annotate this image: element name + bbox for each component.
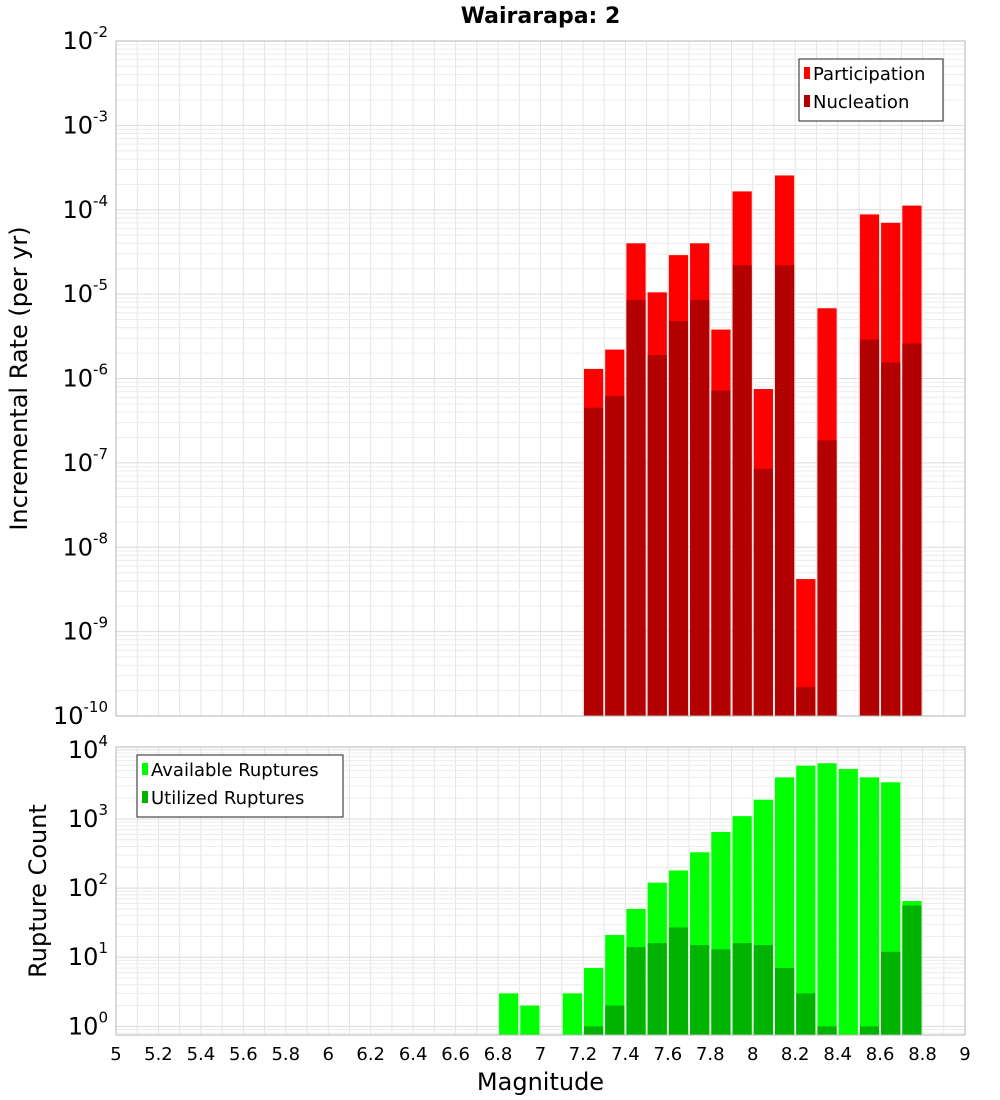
y-tick-label: 104 — [68, 732, 108, 764]
bar-nucleation — [690, 300, 710, 716]
x-tick-label: 5.2 — [144, 1044, 173, 1065]
x-tick-label: 6.2 — [356, 1044, 385, 1065]
legend-box — [136, 754, 344, 818]
x-tick-label: 6.4 — [399, 1044, 428, 1065]
bar-nucleation — [583, 407, 604, 716]
x-axis-label: Magnitude — [477, 1068, 604, 1096]
bar-available-ruptures — [859, 777, 880, 1035]
legend-swatch — [804, 67, 810, 79]
x-tick-label: 9 — [959, 1044, 970, 1065]
x-tick-label: 7 — [535, 1044, 546, 1065]
bar-nucleation — [605, 396, 625, 716]
x-tick-label: 8.2 — [781, 1044, 810, 1065]
bar-utilized-ruptures — [626, 947, 646, 1035]
bar-utilized-ruptures — [647, 943, 667, 1035]
bar-nucleation — [668, 321, 689, 716]
y-tick-label: 103 — [68, 801, 108, 833]
x-tick-label: 7.4 — [611, 1044, 640, 1065]
x-tick-label: 8.8 — [908, 1044, 937, 1065]
legend-swatch — [142, 791, 148, 803]
bar-nucleation — [711, 390, 731, 716]
plot-frame — [115, 746, 966, 1036]
bar-participation — [796, 579, 816, 716]
plot-frame — [115, 40, 966, 717]
x-tick-label: 5.8 — [271, 1044, 300, 1065]
x-tick-label: 8.6 — [866, 1044, 895, 1065]
bar-utilized-ruptures — [583, 1026, 604, 1035]
y-tick-label: 10-5 — [62, 276, 108, 308]
y-tick-label: 101 — [68, 939, 108, 971]
bar-nucleation — [796, 687, 816, 716]
y-tick-label: 10-4 — [62, 192, 108, 224]
bar-available-ruptures — [562, 993, 582, 1035]
y-tick-label: 10-9 — [62, 614, 108, 646]
bar-available-ruptures — [520, 1005, 540, 1035]
y-axis-label: Incremental Rate (per yr) — [5, 226, 33, 530]
x-tick-label: 6.6 — [441, 1044, 470, 1065]
y-tick-label: 10-2 — [62, 23, 108, 55]
bar-nucleation — [732, 265, 752, 716]
y-tick-label: 102 — [68, 870, 108, 902]
bar-available-ruptures — [583, 967, 604, 1035]
x-tick-label: 8.4 — [823, 1044, 852, 1065]
y-tick-label: 100 — [68, 1008, 108, 1040]
y-axis-label: Rupture Count — [24, 804, 52, 978]
bar-available-ruptures — [796, 765, 816, 1035]
bar-utilized-ruptures — [668, 927, 689, 1035]
bar-nucleation — [774, 265, 795, 716]
x-tick-label: 5.6 — [229, 1044, 258, 1065]
bar-utilized-ruptures — [902, 905, 922, 1035]
bar-available-ruptures — [817, 763, 837, 1035]
bar-nucleation — [626, 300, 646, 716]
bar-available-ruptures — [838, 768, 858, 1035]
x-tick-label: 6 — [323, 1044, 334, 1065]
bar-utilized-ruptures — [774, 967, 795, 1035]
bar-available-ruptures — [499, 993, 519, 1035]
bar-nucleation — [859, 339, 880, 716]
bar-utilized-ruptures — [732, 943, 752, 1035]
bar-utilized-ruptures — [753, 945, 773, 1035]
bar-utilized-ruptures — [690, 945, 710, 1035]
x-tick-label: 5.4 — [187, 1044, 216, 1065]
legend-swatch — [804, 95, 810, 107]
legend-box — [798, 58, 944, 122]
x-tick-label: 8 — [747, 1044, 758, 1065]
bar-nucleation — [902, 343, 922, 716]
bar-nucleation — [753, 468, 773, 716]
legend-label: Nucleation — [813, 92, 909, 113]
y-tick-label: 10-8 — [62, 529, 108, 561]
bar-utilized-ruptures — [711, 949, 731, 1035]
legend-label: Utilized Ruptures — [151, 788, 304, 809]
bar-nucleation — [881, 362, 901, 716]
chart-title: Wairarapa: 2 — [461, 4, 621, 29]
x-tick-label: 7.8 — [696, 1044, 725, 1065]
bar-utilized-ruptures — [796, 993, 816, 1035]
legend-swatch — [142, 763, 148, 775]
y-tick-label: 10-6 — [62, 361, 108, 393]
legend-label: Participation — [813, 64, 925, 85]
bar-utilized-ruptures — [817, 1026, 837, 1035]
bar-utilized-ruptures — [859, 1026, 880, 1035]
bar-nucleation — [647, 354, 667, 716]
x-tick-label: 5 — [110, 1044, 121, 1065]
x-tick-label: 6.8 — [484, 1044, 513, 1065]
x-tick-label: 7.6 — [654, 1044, 683, 1065]
bar-utilized-ruptures — [881, 951, 901, 1035]
legend-label: Available Ruptures — [151, 760, 319, 781]
y-tick-label: 10-3 — [62, 107, 108, 139]
bar-nucleation — [817, 440, 837, 716]
y-tick-label: 10-10 — [53, 698, 108, 730]
y-tick-label: 10-7 — [62, 445, 108, 477]
x-tick-label: 7.2 — [569, 1044, 598, 1065]
bar-utilized-ruptures — [605, 1005, 625, 1035]
